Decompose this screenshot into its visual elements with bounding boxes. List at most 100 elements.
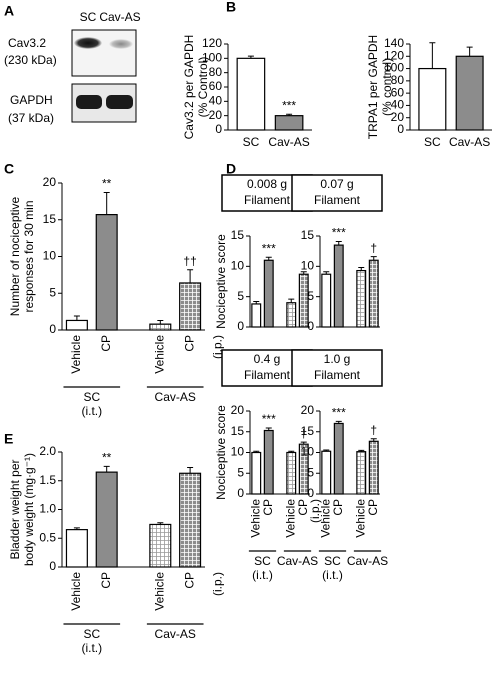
y-axis-label: body weight (mg·g⁻¹) (22, 453, 36, 566)
annotation: *** (332, 406, 346, 420)
error-bar (335, 420, 342, 424)
y-tick-label: 20 (231, 403, 245, 417)
y-tick-label: 0 (307, 486, 314, 500)
bar (274, 115, 304, 131)
error-bar (73, 527, 80, 530)
error-bar (73, 315, 80, 321)
y-tick-label: 0 (307, 319, 314, 333)
y-tick-label: 15 (231, 228, 245, 242)
y-tick-label: 15 (301, 424, 315, 438)
y-axis-label: (% Control) (196, 57, 210, 118)
error-bar (335, 240, 342, 246)
x-tick-label: CP (182, 335, 196, 352)
y-axis-label: TRPA1 per GAPDH (366, 35, 380, 139)
y-tick-label: 20 (209, 108, 223, 122)
error-bar (323, 449, 330, 452)
error-bar (187, 467, 194, 474)
annotation: *** (282, 98, 296, 112)
y-axis-label: Nociceptive score (214, 234, 228, 329)
y-tick-label: 0 (49, 559, 56, 573)
y-tick-label: 15 (43, 212, 57, 226)
y-tick-label: 10 (301, 259, 315, 273)
annotation: *** (262, 241, 276, 255)
annotation: ** (102, 451, 112, 465)
bar (179, 472, 202, 568)
chart-title: 0.07 g (320, 177, 353, 191)
y-axis-label: Nociceptive score (214, 405, 228, 500)
y-tick-label: 0 (237, 486, 244, 500)
bar (418, 67, 447, 131)
blot-panel: A SC Cav-AS Cav3.2 (230 kDa) GAPDH (37 k… (4, 3, 141, 125)
y-tick-label: 5 (307, 465, 314, 479)
annotation: † (370, 423, 377, 437)
y-axis-label: Number of nociceptive (8, 196, 22, 316)
x-tick-label: Cav-AS (268, 135, 309, 149)
route-label: (i.t.) (322, 568, 343, 582)
panel-label: D (226, 161, 236, 177)
title-box (291, 349, 383, 387)
bar (368, 440, 379, 495)
bar (149, 323, 172, 331)
y-tick-label: 10 (231, 259, 245, 273)
blot-box (71, 29, 137, 77)
error-bar (370, 438, 377, 442)
y-tick-label: 15 (231, 424, 245, 438)
y-tick-label: 20 (391, 110, 405, 124)
y-tick-label: 140 (384, 36, 404, 50)
group-label: Cav-AS (347, 554, 388, 568)
y-tick-label: 100 (202, 51, 222, 65)
y-tick-label: 0 (237, 319, 244, 333)
bar (263, 259, 274, 328)
error-bar (288, 450, 295, 453)
y-tick-label: 0 (49, 322, 56, 336)
group-label: SC (254, 554, 271, 568)
route-label: (i.t.) (81, 641, 102, 655)
error-bar (300, 441, 307, 445)
x-tick-label: CP (366, 499, 380, 516)
bar (333, 244, 344, 328)
bar (321, 273, 332, 328)
error-bar (253, 301, 260, 304)
route-label: (i.p.) (308, 499, 322, 523)
y-tick-label: 40 (391, 98, 405, 112)
y-tick-label: 60 (391, 85, 405, 99)
bar (149, 523, 172, 568)
x-tick-label: CP (182, 572, 196, 589)
panel-label: A (4, 3, 14, 19)
y-tick-label: 10 (301, 445, 315, 459)
annotation: †† (183, 254, 196, 268)
bar (321, 450, 332, 495)
y-tick-label: 40 (209, 94, 223, 108)
route-label: (i.t.) (81, 404, 102, 418)
y-axis-label: Bladder weight per (8, 459, 22, 559)
bar (356, 451, 367, 495)
y-tick-label: 5 (307, 289, 314, 303)
x-tick-label: Cav-AS (449, 135, 490, 149)
x-tick-label: SC (424, 135, 441, 149)
bar (286, 451, 297, 495)
group-label: SC (83, 627, 100, 641)
group-label: Cav-AS (155, 390, 196, 404)
x-tick-label: CP (296, 499, 310, 516)
x-tick-label: CP (331, 499, 345, 516)
bar (179, 282, 202, 331)
error-bar (157, 522, 164, 525)
error-bar (358, 449, 365, 452)
bar (356, 269, 367, 328)
x-tick-label: Vehicle (69, 335, 83, 374)
y-tick-label: 10 (43, 249, 57, 263)
bar (368, 259, 379, 328)
error-bar (429, 42, 436, 69)
y-tick-label: 80 (209, 65, 223, 79)
error-bar (247, 55, 254, 59)
annotation: ** (102, 177, 112, 191)
y-tick-label: 5 (49, 285, 56, 299)
error-bar (323, 271, 330, 275)
title-box (291, 174, 383, 212)
y-tick-label: 20 (43, 175, 57, 189)
annotation: † (300, 426, 307, 440)
bar (263, 429, 274, 495)
error-bar (253, 450, 260, 453)
lane-label: Cav-AS (99, 10, 140, 24)
